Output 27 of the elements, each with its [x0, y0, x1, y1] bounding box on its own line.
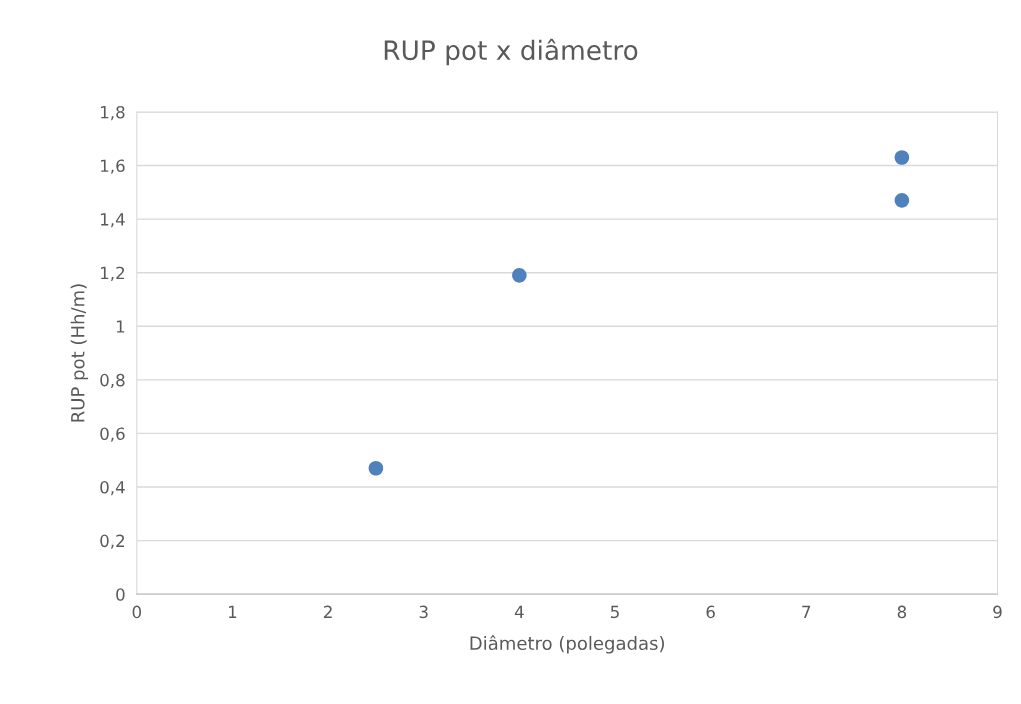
y-tick-label: 1,4 — [101, 213, 125, 228]
x-tick-label: 3 — [419, 605, 428, 619]
x-tick-label: 4 — [514, 605, 524, 618]
x-tick-label: 2 — [324, 605, 332, 618]
y-tick-label: 0,4 — [100, 480, 125, 496]
x-tick-label: 9 — [993, 605, 1002, 619]
point — [894, 193, 910, 208]
x-tick-label: 1 — [228, 605, 237, 618]
point — [512, 268, 527, 283]
x-tick-label: 7 — [802, 605, 811, 618]
x-axis-title: Diâmetro (polegadas) — [470, 635, 664, 654]
y-tick-label: 1,2 — [101, 266, 125, 281]
y-tick-label: 1 — [116, 320, 125, 333]
chart-title: RUP pot x diâmetro — [384, 38, 638, 66]
x-tick-label: 0 — [132, 605, 142, 619]
y-tick-label: 0,6 — [100, 427, 125, 442]
y-tick-label: 0,8 — [100, 373, 125, 389]
point — [894, 150, 910, 165]
y-tick-label: 0,2 — [100, 534, 125, 549]
y-axis-title: RUP pot (Hh/m) — [70, 284, 89, 422]
y-tick-label: 1,8 — [101, 105, 125, 121]
point — [368, 460, 384, 476]
x-tick-label: 8 — [897, 605, 907, 619]
y-tick-label: 0 — [116, 588, 125, 601]
x-tick-label: 6 — [706, 605, 715, 619]
x-tick-label: 5 — [610, 605, 619, 619]
y-tick-label: 1,6 — [101, 159, 125, 174]
